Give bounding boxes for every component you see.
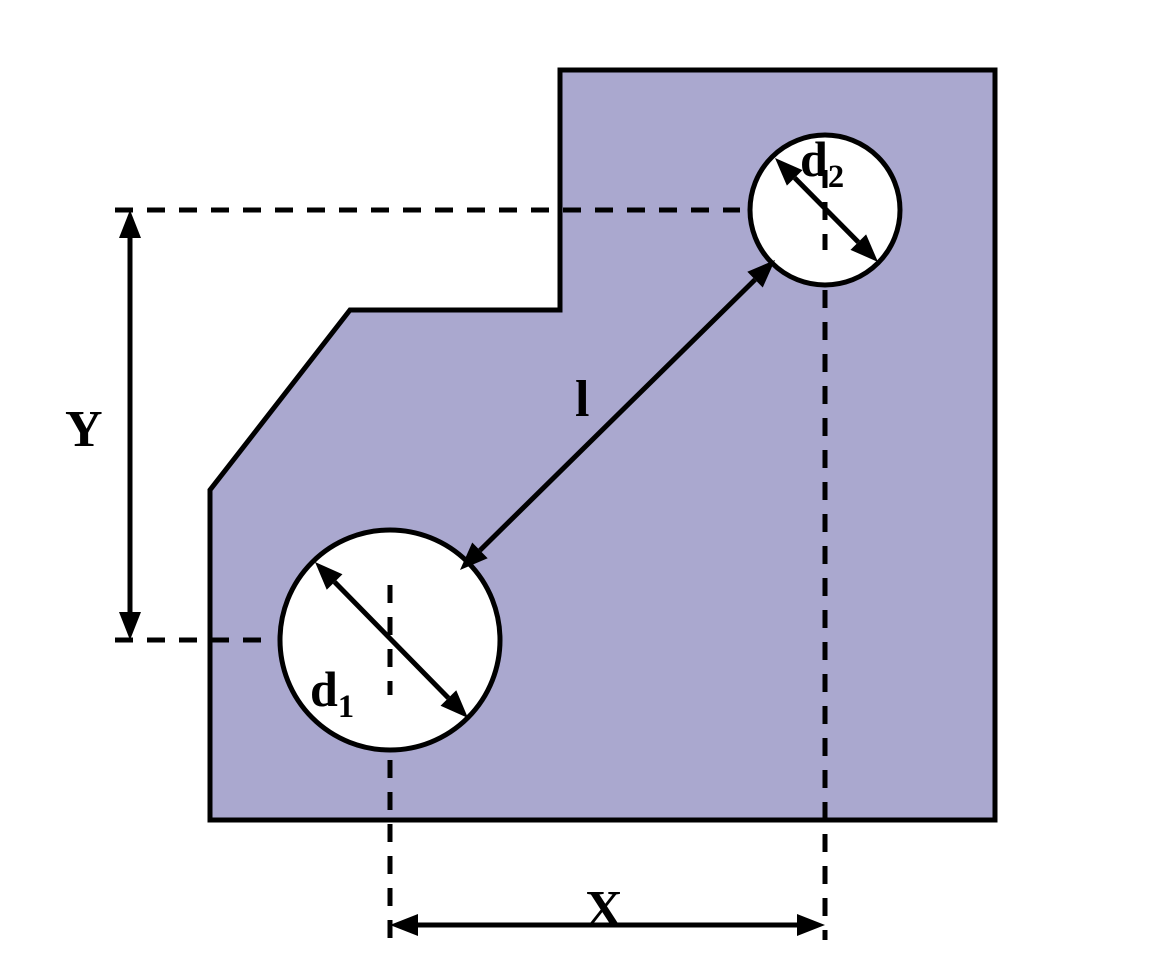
engineering-diagram <box>0 0 1155 966</box>
label-d2-text: d <box>800 131 828 187</box>
label-y-text: Y <box>65 401 103 458</box>
label-d1: d1 <box>310 660 354 726</box>
label-d2-sub: 2 <box>828 159 844 195</box>
label-l-text: l <box>575 371 589 428</box>
label-d2: d2 <box>800 130 844 196</box>
label-x: X <box>585 880 623 939</box>
label-l: l <box>575 370 589 429</box>
label-y: Y <box>65 400 103 459</box>
label-d1-sub: 1 <box>338 689 354 725</box>
label-d1-text: d <box>310 661 338 717</box>
label-x-text: X <box>585 881 623 938</box>
